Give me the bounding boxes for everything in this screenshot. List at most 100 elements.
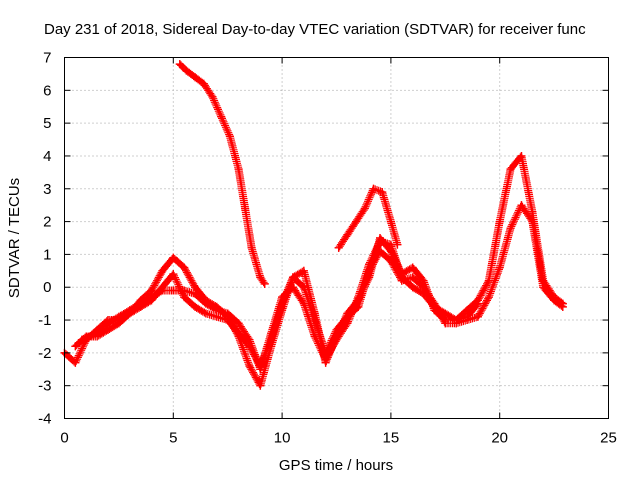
series-track-5 bbox=[334, 184, 402, 252]
y-tick-label: -2 bbox=[38, 345, 51, 362]
data-point bbox=[517, 151, 526, 160]
data-point bbox=[495, 263, 504, 272]
data-point bbox=[517, 201, 526, 210]
data-point bbox=[558, 302, 567, 311]
data-point bbox=[158, 266, 167, 275]
data-points bbox=[175, 60, 269, 288]
y-tick-label: 3 bbox=[43, 181, 51, 198]
y-axis-label: SDTVAR / TECUs bbox=[6, 178, 23, 298]
data-point bbox=[180, 286, 189, 295]
data-point bbox=[234, 165, 243, 174]
data-point bbox=[506, 224, 515, 233]
data-point bbox=[343, 230, 352, 239]
x-tick-label: 15 bbox=[383, 430, 400, 447]
data-point bbox=[169, 270, 178, 279]
data-point bbox=[288, 273, 297, 282]
data-points bbox=[60, 152, 567, 390]
data-point bbox=[201, 299, 210, 308]
y-tick-label: 1 bbox=[43, 246, 51, 263]
data-point bbox=[247, 243, 256, 252]
data-point bbox=[473, 312, 482, 321]
x-tick-label: 20 bbox=[491, 430, 508, 447]
data-point bbox=[506, 165, 515, 174]
data-point bbox=[393, 240, 402, 249]
data-point bbox=[241, 204, 250, 213]
data-point bbox=[71, 358, 80, 367]
data-point bbox=[104, 319, 113, 328]
data-point bbox=[299, 266, 308, 275]
data-point bbox=[147, 293, 156, 302]
data-point bbox=[495, 217, 504, 226]
x-axis-label: GPS time / hours bbox=[279, 457, 393, 474]
data-point bbox=[288, 283, 297, 292]
data-point bbox=[408, 283, 417, 292]
data-point bbox=[245, 361, 254, 370]
data-point bbox=[256, 381, 265, 390]
data-point bbox=[136, 299, 145, 308]
chart-title: Day 231 of 2018, Sidereal Day-to-day VTE… bbox=[44, 21, 586, 38]
data-point bbox=[93, 329, 102, 338]
plot-frame bbox=[64, 57, 609, 419]
data-point bbox=[365, 260, 374, 269]
data-point bbox=[354, 293, 363, 302]
data-point bbox=[245, 335, 254, 344]
data-point bbox=[386, 217, 395, 226]
data-point bbox=[199, 79, 208, 88]
ticks-layer: 0 5 10 15 20 25 -4 -3 -2 -1 0 1 2 3 4 5 6 7 bbox=[38, 50, 617, 447]
y-tick-label: 7 bbox=[43, 50, 51, 67]
data-point bbox=[441, 309, 450, 318]
data-point bbox=[473, 299, 482, 308]
grid-layer bbox=[64, 57, 609, 419]
data-point bbox=[310, 332, 319, 341]
data-point bbox=[208, 92, 217, 101]
x-tick-label: 0 bbox=[60, 430, 68, 447]
data-point bbox=[191, 289, 200, 298]
y-tick-label: 0 bbox=[43, 279, 51, 296]
data-point bbox=[212, 306, 221, 315]
data-point bbox=[223, 309, 232, 318]
data-point bbox=[71, 342, 80, 351]
data-point bbox=[550, 296, 559, 305]
data-point bbox=[343, 319, 352, 328]
data-point bbox=[430, 302, 439, 311]
data-point bbox=[397, 273, 406, 282]
data-point bbox=[77, 335, 86, 344]
data-point bbox=[463, 312, 472, 321]
data-point bbox=[175, 60, 184, 69]
data-point bbox=[299, 283, 308, 292]
data-point bbox=[376, 237, 385, 246]
marks-layer bbox=[60, 60, 567, 390]
data-point bbox=[441, 319, 450, 328]
data-point bbox=[256, 365, 265, 374]
series-track-4 bbox=[175, 60, 269, 288]
data-point bbox=[180, 263, 189, 272]
data-point bbox=[217, 112, 226, 121]
x-tick-label: 25 bbox=[600, 430, 617, 447]
y-tick-label: 6 bbox=[43, 82, 51, 99]
data-point bbox=[299, 299, 308, 308]
data-point bbox=[419, 289, 428, 298]
y-tick-label: 4 bbox=[43, 148, 51, 165]
data-point bbox=[352, 217, 361, 226]
data-point bbox=[378, 188, 387, 197]
data-point bbox=[408, 273, 417, 282]
data-point bbox=[321, 355, 330, 364]
data-point bbox=[360, 204, 369, 213]
data-point bbox=[225, 132, 234, 141]
data-point bbox=[278, 293, 287, 302]
data-point bbox=[260, 279, 269, 288]
series-track-3 bbox=[77, 237, 482, 374]
data-point bbox=[484, 293, 493, 302]
data-point bbox=[191, 73, 200, 82]
y-tick-label: -1 bbox=[38, 312, 51, 329]
data-point bbox=[452, 316, 461, 325]
y-tick-label: -4 bbox=[38, 411, 51, 428]
data-point bbox=[114, 312, 123, 321]
data-point bbox=[256, 273, 265, 282]
data-point bbox=[182, 66, 191, 75]
x-tick-label: 10 bbox=[274, 430, 291, 447]
data-point bbox=[169, 253, 178, 262]
data-point bbox=[201, 309, 210, 318]
data-point bbox=[528, 217, 537, 226]
